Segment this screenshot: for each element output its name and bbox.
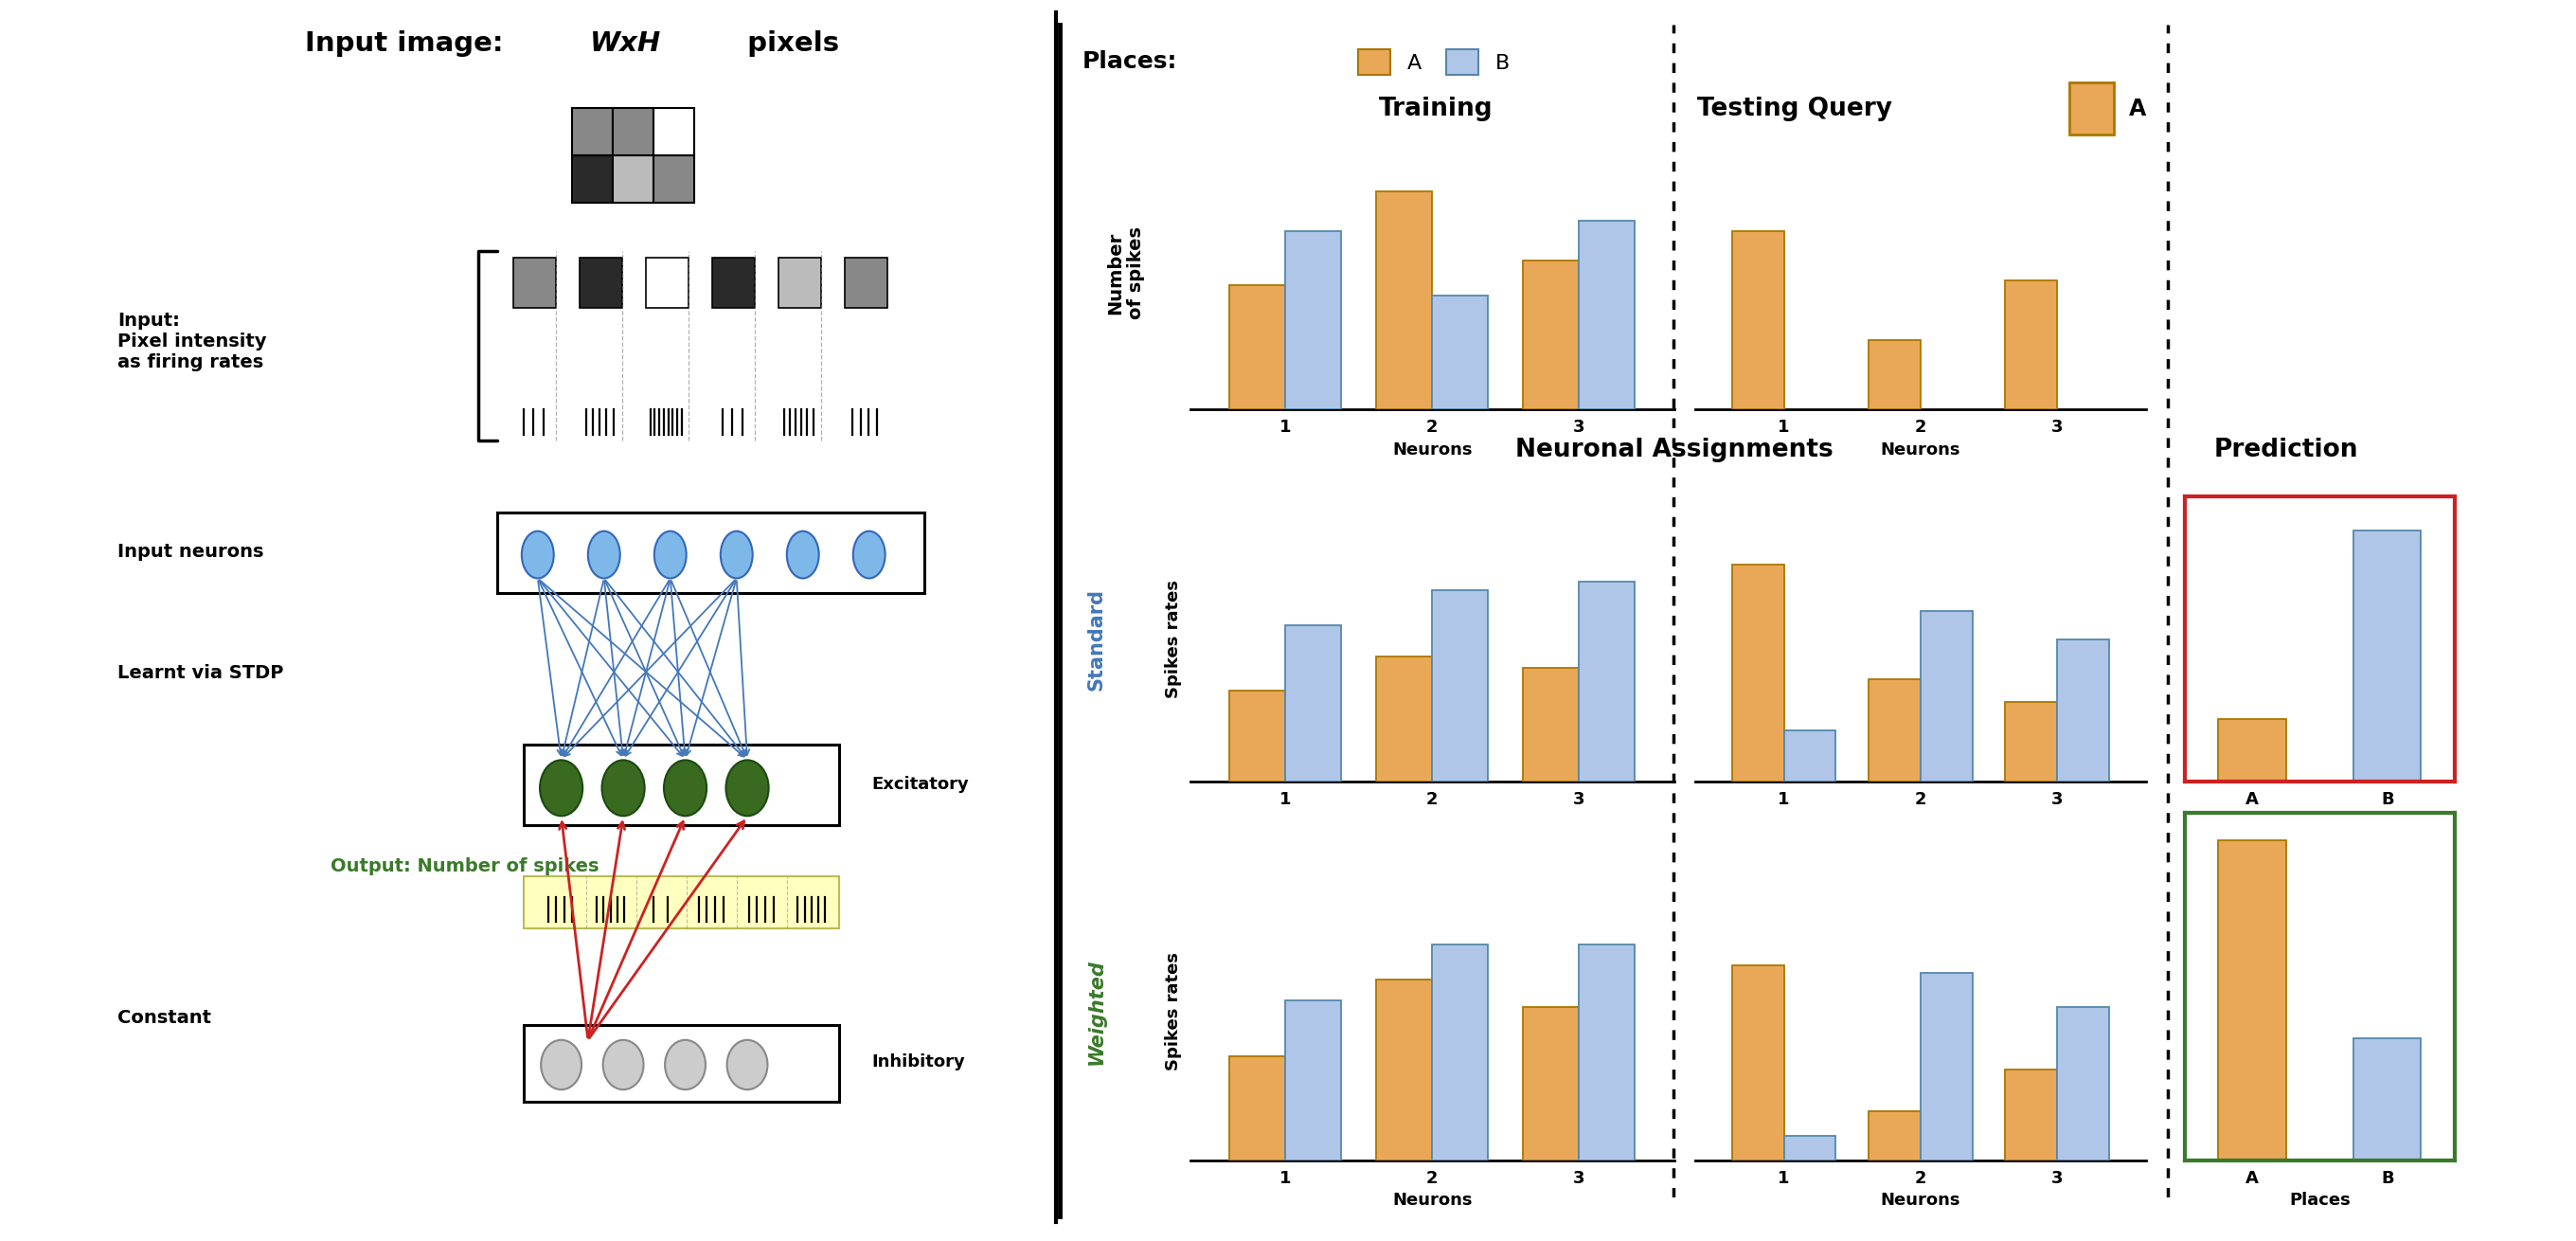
Bar xyxy=(2058,1008,2110,1160)
X-axis label: Neurons: Neurons xyxy=(1880,813,1960,830)
Text: Inhibitory: Inhibitory xyxy=(871,1054,966,1071)
Text: Training: Training xyxy=(1378,97,1494,120)
Ellipse shape xyxy=(603,759,644,817)
Ellipse shape xyxy=(541,1040,582,1090)
X-axis label: Neurons: Neurons xyxy=(1391,1191,1473,1209)
Text: WxH: WxH xyxy=(590,30,662,57)
Bar xyxy=(654,155,693,202)
Bar xyxy=(1285,1000,1342,1160)
Text: Standard: Standard xyxy=(1087,588,1105,690)
Bar xyxy=(1868,679,1919,782)
Bar xyxy=(523,876,840,928)
Bar xyxy=(497,513,925,593)
Text: Input neurons: Input neurons xyxy=(118,544,263,561)
Text: Excitatory: Excitatory xyxy=(871,776,969,793)
Bar xyxy=(647,258,688,308)
Ellipse shape xyxy=(721,531,752,578)
Bar xyxy=(1376,656,1432,782)
Bar xyxy=(654,108,693,155)
Bar xyxy=(2004,280,2058,410)
Bar xyxy=(1783,1136,1837,1160)
FancyBboxPatch shape xyxy=(2069,83,2115,134)
Bar xyxy=(1783,731,1837,782)
Text: A: A xyxy=(2130,97,2146,120)
Bar xyxy=(523,1025,840,1102)
Ellipse shape xyxy=(726,1040,768,1090)
X-axis label: Places: Places xyxy=(2290,813,2349,830)
Text: Spikes rates: Spikes rates xyxy=(1164,580,1182,699)
Bar xyxy=(711,258,755,308)
Bar xyxy=(1376,979,1432,1160)
Bar xyxy=(1868,1112,1919,1160)
Bar xyxy=(1432,944,1489,1160)
Bar xyxy=(580,258,623,308)
Bar xyxy=(1868,340,1919,410)
Bar xyxy=(572,155,613,202)
Text: Neuronal Assignments: Neuronal Assignments xyxy=(1515,438,1834,462)
Bar xyxy=(2004,1070,2058,1160)
Ellipse shape xyxy=(853,531,886,578)
Bar xyxy=(1579,582,1636,782)
Text: Learnt via STDP: Learnt via STDP xyxy=(118,664,283,681)
Bar xyxy=(1731,231,1783,410)
Ellipse shape xyxy=(523,531,554,578)
Text: Testing Query: Testing Query xyxy=(1698,97,1893,120)
Bar xyxy=(1919,611,1973,782)
X-axis label: Neurons: Neurons xyxy=(1880,1191,1960,1209)
Bar xyxy=(523,745,840,825)
X-axis label: Neurons: Neurons xyxy=(1880,441,1960,458)
Bar xyxy=(2004,702,2058,782)
Bar xyxy=(613,155,654,202)
Bar xyxy=(513,258,556,308)
X-axis label: Neurons: Neurons xyxy=(1391,441,1473,458)
Bar xyxy=(613,108,654,155)
Bar xyxy=(2218,840,2285,1160)
Bar xyxy=(1285,625,1342,782)
Text: Output: Number of spikes: Output: Number of spikes xyxy=(330,858,600,875)
Bar xyxy=(1731,965,1783,1160)
Bar xyxy=(1522,1008,1579,1160)
Bar xyxy=(1432,591,1489,782)
Ellipse shape xyxy=(786,531,819,578)
Text: Spikes rates: Spikes rates xyxy=(1164,952,1182,1071)
Bar xyxy=(572,108,613,155)
Bar xyxy=(1522,261,1579,410)
Ellipse shape xyxy=(587,531,621,578)
Bar xyxy=(1229,285,1285,410)
Ellipse shape xyxy=(541,759,582,817)
Text: Prediction: Prediction xyxy=(2215,438,2360,462)
Text: Weighted: Weighted xyxy=(1087,958,1105,1065)
Bar xyxy=(2354,531,2421,782)
Bar xyxy=(2058,639,2110,782)
Bar xyxy=(1376,191,1432,410)
Legend: A, B: A, B xyxy=(1350,41,1517,83)
Text: Number
of spikes: Number of spikes xyxy=(1105,227,1146,319)
Bar xyxy=(1432,295,1489,410)
Bar xyxy=(1285,231,1342,410)
Ellipse shape xyxy=(665,759,706,817)
Bar xyxy=(1579,944,1636,1160)
X-axis label: Places: Places xyxy=(2290,1191,2349,1209)
Text: Input:
Pixel intensity
as firing rates: Input: Pixel intensity as firing rates xyxy=(118,311,268,371)
Ellipse shape xyxy=(603,1040,644,1090)
Bar xyxy=(2354,1039,2421,1160)
Bar xyxy=(1229,1056,1285,1160)
Bar xyxy=(845,258,886,308)
Bar xyxy=(1579,221,1636,410)
Bar xyxy=(778,258,822,308)
Ellipse shape xyxy=(654,531,685,578)
Bar xyxy=(2218,719,2285,782)
Text: Input image:: Input image: xyxy=(304,30,513,57)
Text: Places:: Places: xyxy=(1082,51,1177,73)
Bar xyxy=(1731,565,1783,782)
Text: Constant: Constant xyxy=(118,1009,211,1026)
Ellipse shape xyxy=(726,759,768,817)
X-axis label: Neurons: Neurons xyxy=(1391,813,1473,830)
Bar xyxy=(1919,973,1973,1160)
Bar xyxy=(1522,668,1579,782)
Text: pixels: pixels xyxy=(737,30,840,57)
Ellipse shape xyxy=(665,1040,706,1090)
Bar xyxy=(1229,690,1285,782)
